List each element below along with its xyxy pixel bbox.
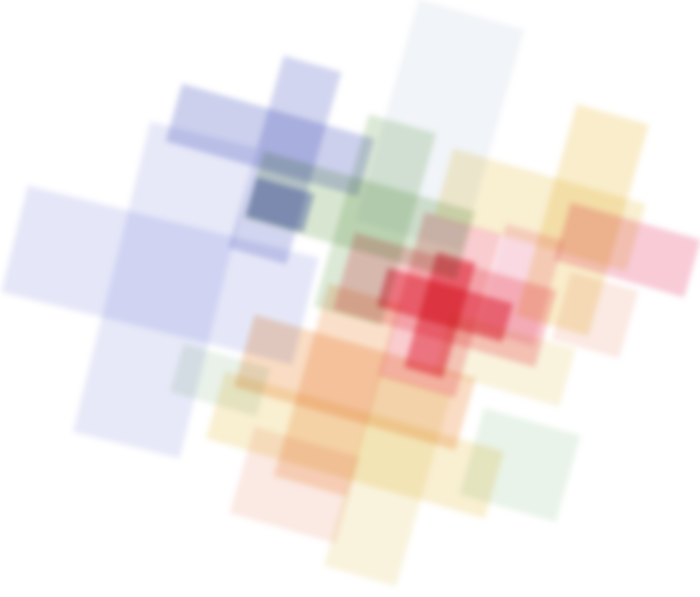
pink-core-block — [476, 223, 564, 347]
